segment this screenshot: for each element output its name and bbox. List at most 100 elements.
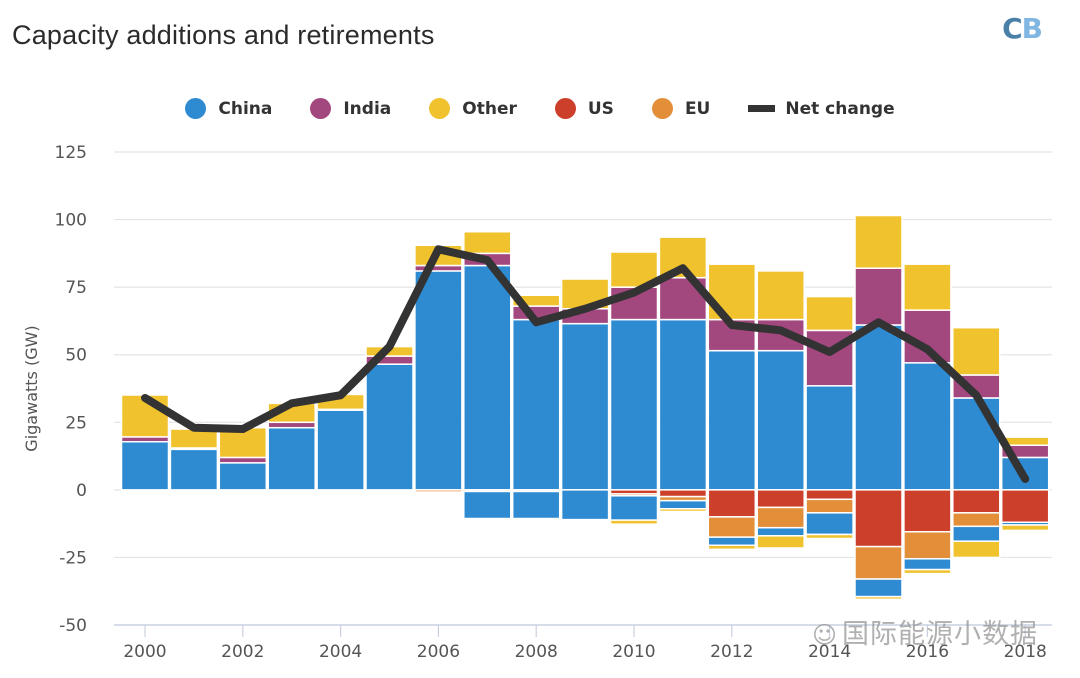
bar-segment-india-2006 xyxy=(414,264,463,272)
x-tick-label: 2006 xyxy=(417,642,460,662)
x-tick-label: 2014 xyxy=(808,642,851,662)
bar-segment-other-retire-2018 xyxy=(1000,524,1050,532)
x-tick-label: 2002 xyxy=(221,642,264,662)
bar-segment-china-retire-2015 xyxy=(854,578,903,598)
bar-segment-other-retire-2014 xyxy=(805,533,854,540)
bar-segment-china-2011 xyxy=(658,318,708,491)
bar-segment-other-retire-2015 xyxy=(854,595,903,601)
y-tick-label: 75 xyxy=(65,278,87,298)
bar-segment-india-2002 xyxy=(218,456,268,464)
bar-segment-eu-retire-2012 xyxy=(707,516,757,538)
bar-segment-other-retire-2012 xyxy=(707,544,757,551)
y-axis-title: Gigawatts (GW) xyxy=(22,325,41,451)
net-change-line xyxy=(141,245,1030,484)
bar-segment-china-2016 xyxy=(903,362,952,491)
legend-label: Other xyxy=(462,98,517,119)
bar-segment-china-retire-2010 xyxy=(609,495,659,521)
bar-segment-eu-retire-2015 xyxy=(854,545,903,580)
bar-segment-china-2017 xyxy=(952,397,1001,491)
legend-item-net-change[interactable]: Net change xyxy=(748,98,895,119)
bars xyxy=(120,214,1050,601)
bar-segment-china-2004 xyxy=(316,409,365,491)
legend-line-swatch xyxy=(748,105,776,112)
chart-legend: China India Other US EU Net change xyxy=(0,98,1080,119)
bar-segment-china-2013 xyxy=(756,349,805,491)
bar-segment-other-retire-2017 xyxy=(952,540,1001,559)
bar-segment-china-2015 xyxy=(854,324,903,491)
bar-segment-china-retire-2014 xyxy=(805,512,854,536)
bar-segment-china-2007 xyxy=(463,264,512,491)
legend-label: EU xyxy=(684,98,711,119)
x-tick-label: 2016 xyxy=(906,642,949,662)
y-tick-label: -50 xyxy=(59,616,87,636)
y-tick-label: -25 xyxy=(59,548,87,568)
legend-dot-swatch xyxy=(429,98,451,119)
bar-segment-china-2002 xyxy=(218,462,268,491)
bar-segment-other-retire-2013 xyxy=(756,535,805,549)
legend-item-other[interactable]: Other xyxy=(429,98,517,119)
bar-segment-eu-retire-2014 xyxy=(805,498,854,514)
x-tick-label: 2008 xyxy=(515,642,558,662)
bar-segment-china-2012 xyxy=(707,349,757,491)
bar-segment-china-retire-2007 xyxy=(463,490,512,520)
bar-segment-other-2017 xyxy=(952,326,1001,376)
y-tick-label: 100 xyxy=(55,211,87,231)
bar-segment-us-retire-2013 xyxy=(756,489,805,509)
bar-segment-china-retire-2017 xyxy=(952,525,1001,542)
bar-segment-us-retire-2016 xyxy=(903,489,952,533)
bar-segment-other-2013 xyxy=(756,270,805,321)
bar-segment-eu-retire-2013 xyxy=(756,506,805,529)
legend-item-china[interactable]: China xyxy=(185,98,272,119)
legend-dot-swatch xyxy=(185,98,207,119)
bar-segment-other-retire-2016 xyxy=(903,568,952,575)
bar-segment-china-retire-2008 xyxy=(511,490,561,520)
bar-segment-china-retire-2011 xyxy=(658,499,708,510)
watermark: ☺ 国际能源小数据 xyxy=(812,612,1038,651)
bar-segment-eu-retire-2017 xyxy=(952,512,1001,528)
bar-segment-china-retire-2009 xyxy=(560,489,610,521)
bar-segment-other-retire-2011 xyxy=(658,508,708,513)
x-tick-label: 2012 xyxy=(710,642,753,662)
bar-segment-china-2003 xyxy=(267,426,316,491)
bar-segment-other-2016 xyxy=(903,263,952,311)
x-tick-label: 2010 xyxy=(612,642,655,662)
x-tick-label: 2018 xyxy=(1004,642,1047,662)
legend-dot-swatch xyxy=(554,98,576,119)
bar-segment-other-2015 xyxy=(854,214,903,269)
legend-item-india[interactable]: India xyxy=(310,98,391,119)
bar-segment-us-retire-2015 xyxy=(854,489,903,548)
bar-segment-china-retire-2016 xyxy=(903,558,952,571)
legend-dot-swatch xyxy=(651,98,673,119)
bar-segment-other-2007 xyxy=(463,230,512,255)
wechat-icon: ☺ xyxy=(812,621,839,649)
bar-segment-china-2000 xyxy=(120,440,170,491)
legend-label: US xyxy=(587,98,614,119)
bar-segment-other-2012 xyxy=(707,263,757,321)
chart-title: Capacity additions and retirements xyxy=(12,20,435,50)
bar-segment-eu-retire-2006 xyxy=(414,489,463,493)
axes: 125 100 75 50 25 0 -25 -50 Gigawatts (GW) 2000 200… xyxy=(22,143,1047,662)
bar-segment-us-retire-2012 xyxy=(707,489,757,518)
bar-segment-china-2010 xyxy=(609,318,659,491)
y-tick-label: 25 xyxy=(65,413,87,433)
y-tick-label: 0 xyxy=(76,481,87,501)
legend-item-us[interactable]: US xyxy=(554,98,614,119)
bar-segment-eu-retire-2016 xyxy=(903,531,952,560)
bar-segment-other-retire-2010 xyxy=(609,519,659,525)
bar-segment-china-2001 xyxy=(169,448,219,491)
bar-segment-us-retire-2018 xyxy=(1000,489,1050,524)
bar-segment-other-2000 xyxy=(120,394,170,438)
bar-segment-china-retire-2012 xyxy=(707,536,757,547)
bar-segment-us-retire-2017 xyxy=(952,489,1001,514)
y-tick-label: 125 xyxy=(55,143,87,163)
x-tick-label: 2004 xyxy=(319,642,362,662)
bar-segment-other-2008 xyxy=(511,294,561,307)
bar-segment-china-2005 xyxy=(365,363,414,491)
bar-segment-china-2014 xyxy=(805,385,854,491)
y-tick-label: 50 xyxy=(65,346,87,366)
legend-item-eu[interactable]: EU xyxy=(651,98,711,119)
legend-dot-swatch xyxy=(310,98,332,119)
bar-segment-india-2003 xyxy=(267,421,316,429)
bar-segment-china-2006 xyxy=(414,270,463,491)
